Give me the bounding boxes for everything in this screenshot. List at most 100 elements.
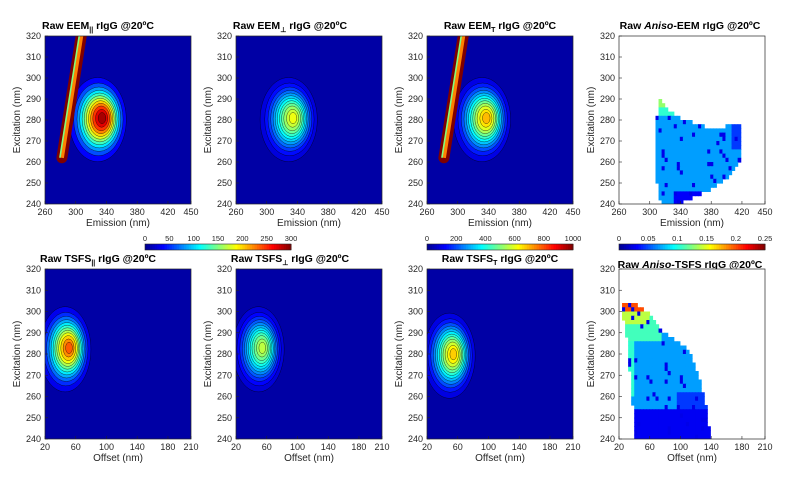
heatmap-cell (664, 111, 669, 117)
plot-area (427, 36, 573, 204)
heatmap-cell (661, 383, 666, 389)
heatmap-cell (701, 174, 705, 180)
heatmap-cell (722, 170, 727, 176)
heatmap-cell (685, 191, 690, 197)
x-tick-label: 340 (99, 207, 114, 217)
heatmap-cell (661, 417, 666, 423)
heatmap-cell (685, 392, 690, 398)
colorbar-segment (648, 244, 652, 250)
heatmap-cell (698, 392, 702, 398)
heatmap-cell (679, 405, 684, 410)
colorbar-segment (721, 244, 725, 250)
y-tick-label: 280 (26, 349, 41, 359)
heatmap-cell (688, 388, 693, 393)
colorbar-segment (487, 244, 491, 250)
heatmap-cell (698, 396, 702, 402)
heatmap-cell (679, 149, 684, 155)
y-tick-label: 250 (408, 413, 423, 423)
heatmap-cell (661, 136, 666, 142)
heatmap-cell (667, 396, 672, 402)
heatmap-cell (679, 409, 684, 415)
colorbar-segment (747, 244, 751, 250)
heatmap-cell (664, 362, 669, 368)
heatmap-cell (673, 141, 678, 146)
colorbar-segment (682, 244, 686, 250)
heatmap-cell (685, 354, 690, 359)
heatmap-cell (685, 136, 690, 142)
heatmap-cell (670, 153, 675, 159)
heatmap-cell (667, 191, 672, 197)
x-tick-label: 260 (611, 207, 626, 217)
heatmap-cell (695, 132, 699, 138)
heatmap-cell (688, 178, 693, 184)
heatmap-cell (695, 422, 699, 427)
y-tick-label: 240 (408, 434, 423, 444)
y-tick-label: 290 (408, 328, 423, 338)
heatmap-cell (649, 328, 654, 334)
heatmap-cell (713, 170, 717, 176)
heatmap-cell (661, 107, 666, 113)
colorbar-tick-label: 1000 (565, 234, 582, 243)
heatmap-cell (704, 434, 708, 439)
heatmap-cell (652, 417, 657, 423)
heatmap-cell (737, 141, 742, 146)
heatmap-cell (679, 388, 684, 393)
x-tick-label: 180 (542, 442, 557, 452)
heatmap-cell (719, 141, 724, 146)
y-tick-label: 320 (26, 31, 41, 41)
heatmap-cell (704, 183, 708, 188)
colorbar-segment (473, 244, 477, 250)
heatmap-cell (673, 199, 678, 204)
colorbar-segment (538, 244, 542, 250)
y-axis-label: Excitation (nm) (586, 87, 597, 154)
heatmap-cell (682, 178, 687, 184)
heatmap-cell (646, 417, 651, 423)
heatmap-cell (652, 358, 657, 364)
heatmap-cell (698, 405, 702, 410)
heatmap-cell (676, 191, 681, 197)
heatmap-cell (676, 422, 681, 427)
colorbar-segment (699, 244, 703, 250)
heatmap-cell (634, 311, 638, 317)
heatmap-cell (722, 136, 727, 142)
colorbar-segment (728, 244, 732, 250)
heatmap-cell (640, 392, 644, 398)
y-axis-label: Excitation (nm) (12, 321, 23, 388)
heatmap-cell (628, 332, 632, 338)
x-tick-label: 340 (481, 207, 496, 217)
heatmap-cell (637, 434, 641, 439)
heatmap-cell (628, 320, 632, 325)
heatmap-cell (679, 191, 684, 197)
heatmap-cell (685, 187, 690, 192)
heatmap-cell (725, 128, 730, 134)
heatmap-cell (692, 409, 696, 415)
y-tick-label: 300 (600, 307, 615, 317)
heatmap-cell (658, 328, 663, 334)
heatmap-cell (622, 315, 626, 321)
heatmap-cell (658, 111, 663, 117)
y-tick-label: 260 (408, 157, 423, 167)
heatmap-cell (646, 379, 651, 385)
heatmap-cell (698, 132, 702, 138)
y-tick-label: 300 (408, 307, 423, 317)
x-tick-label: 210 (565, 442, 580, 452)
colorbar-segment (210, 244, 214, 250)
heatmap-cell (646, 354, 651, 359)
y-tick-label: 320 (600, 264, 615, 274)
colorbar-segment (152, 244, 156, 250)
colorbar-segment (514, 244, 518, 250)
heatmap-cell (679, 383, 684, 389)
heatmap-cell (731, 162, 736, 167)
y-tick-label: 310 (600, 285, 615, 295)
colorbar-segment (735, 244, 739, 250)
heatmap-cell (655, 337, 660, 342)
heatmap-cell (628, 303, 632, 308)
heatmap-cell (679, 199, 684, 204)
heatmap-cell (640, 349, 644, 355)
colorbar-segment (665, 244, 669, 250)
heatmap-p3: 260 300 340 380 420 450 240 250 260 270 280 290 300 3… (394, 31, 581, 229)
heatmap-cell (688, 128, 693, 134)
y-tick-label: 260 (217, 392, 232, 402)
heatmap-cell (673, 422, 678, 427)
heatmap-cell (655, 170, 660, 176)
